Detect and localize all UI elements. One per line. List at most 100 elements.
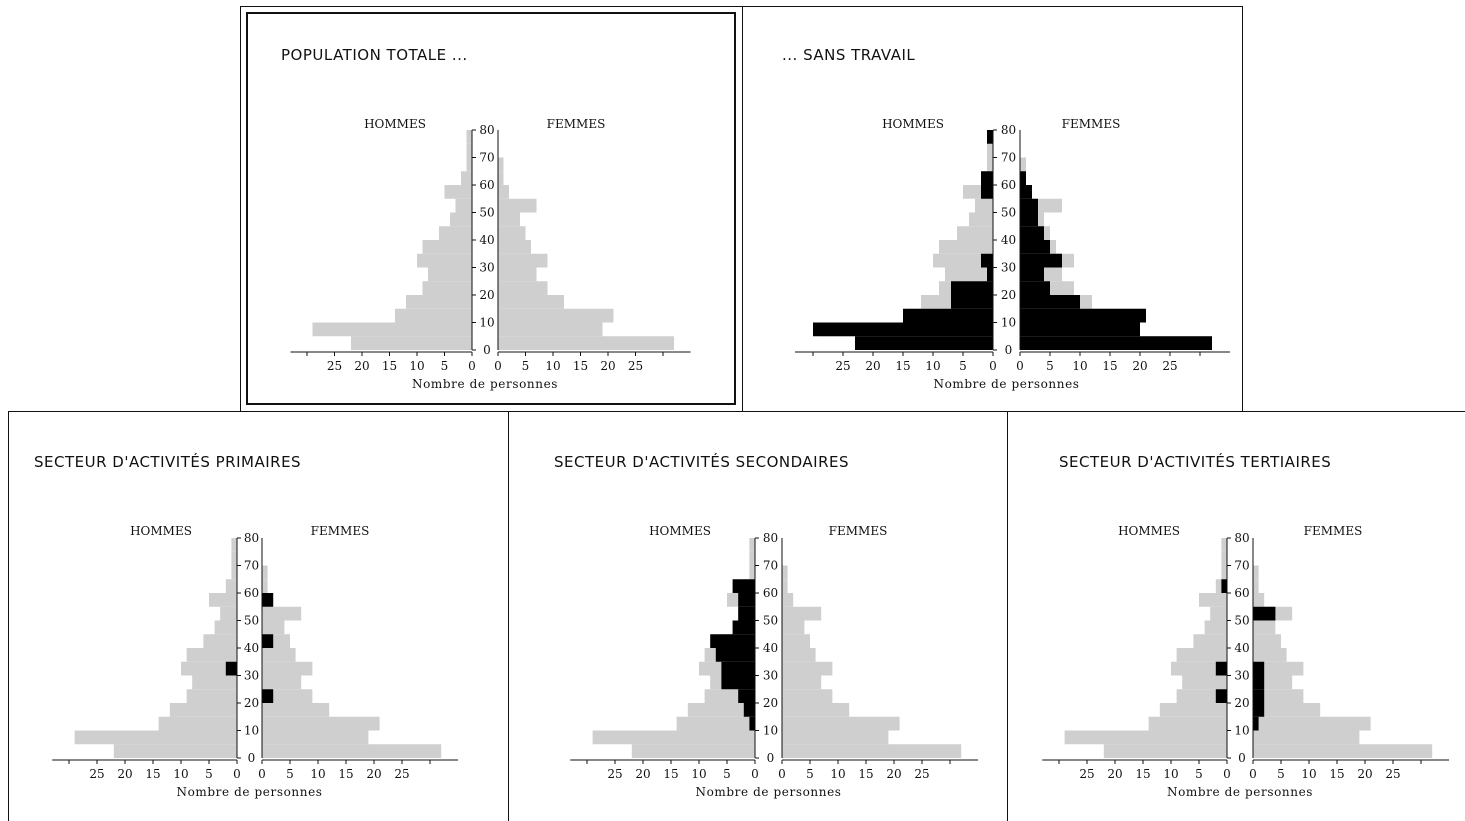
bar-hommes-45-49: [214, 620, 237, 635]
bar-hommes-25-29: [192, 675, 237, 690]
count-tick-label-femmes: 15: [338, 767, 353, 781]
age-tick-label: 0: [767, 751, 775, 765]
panel-sans-travail-title: ... SANS TRAVAIL: [782, 46, 916, 64]
count-tick-label-hommes: 0: [751, 767, 759, 781]
bar-femmes-55-59: [782, 593, 794, 607]
bar-femmes-10-14-subgroup: [1020, 308, 1146, 323]
count-tick-label-femmes: 5: [806, 767, 814, 781]
count-tick-label-femmes: 0: [1016, 359, 1024, 373]
bar-femmes-15-19: [262, 703, 330, 717]
bar-femmes-45-49-subgroup: [1020, 212, 1038, 227]
bar-hommes-10-14: [395, 308, 472, 323]
bar-femmes-40-44: [498, 226, 526, 240]
bar-femmes-55-59: [1253, 593, 1265, 607]
femmes-label: FEMMES: [1304, 524, 1363, 538]
count-tick-label-femmes: 15: [858, 767, 873, 781]
panel-total-title: POPULATION TOTALE ...: [281, 46, 468, 64]
bar-femmes-20-24: [1253, 689, 1304, 703]
bar-femmes-65-69: [1020, 157, 1026, 172]
age-tick-label: 10: [1001, 316, 1016, 330]
count-tick-label-hommes: 0: [989, 359, 997, 373]
x-axis-label: Nombre de personnes: [176, 785, 322, 799]
bar-femmes-35-39: [782, 648, 816, 662]
bar-femmes-15-19: [1253, 703, 1321, 717]
bar-femmes-0-4: [262, 744, 442, 758]
count-tick-label-femmes: 15: [1102, 359, 1117, 373]
count-tick-label-hommes: 25: [607, 767, 622, 781]
bar-hommes-30-34-subgroup: [981, 253, 993, 268]
bar-femmes-40-44: [782, 634, 810, 648]
bar-femmes-60-64: [498, 171, 504, 185]
count-tick-label-femmes: 15: [1329, 767, 1344, 781]
count-tick-label-hommes: 15: [1135, 767, 1150, 781]
bar-femmes-60-64: [262, 579, 268, 593]
bar-hommes-70-74: [231, 551, 237, 566]
count-tick-label-femmes: 20: [1357, 767, 1372, 781]
age-tick-label: 40: [479, 233, 494, 247]
bar-hommes-0-4: [1103, 744, 1227, 758]
count-tick-label-hommes: 15: [663, 767, 678, 781]
bar-hommes-15-19-subgroup: [743, 703, 755, 717]
age-tick-label: 60: [1234, 586, 1249, 600]
bar-hommes-65-69: [1221, 565, 1227, 580]
bar-hommes-55-59: [444, 185, 472, 199]
bar-hommes-5-9-subgroup: [813, 322, 993, 337]
bar-femmes-55-59-subgroup: [262, 593, 274, 607]
age-tick-label: 80: [1234, 531, 1249, 545]
count-tick-label-femmes: 20: [600, 359, 615, 373]
count-tick-label-femmes: 5: [1277, 767, 1285, 781]
count-tick-label-femmes: 10: [1301, 767, 1316, 781]
bar-hommes-50-54: [975, 198, 993, 213]
bar-hommes-0-4: [631, 744, 755, 758]
age-tick-label: 20: [1001, 288, 1016, 302]
bar-hommes-65-69: [987, 157, 993, 172]
count-tick-label-hommes: 10: [1163, 767, 1178, 781]
bar-hommes-55-59-subgroup: [738, 593, 755, 607]
age-tick-label: 50: [1234, 614, 1249, 628]
bar-femmes-50-54: [262, 606, 302, 621]
bar-femmes-50-54: [782, 606, 822, 621]
age-tick-label: 30: [1234, 669, 1249, 683]
bar-hommes-15-19: [1159, 703, 1227, 717]
bar-femmes-25-29: [782, 675, 822, 690]
bar-femmes-60-64-subgroup: [1020, 171, 1026, 185]
bottom-frame-left: [8, 411, 9, 821]
bar-femmes-60-64: [782, 579, 788, 593]
count-tick-label-hommes: 5: [1195, 767, 1203, 781]
bar-hommes-25-29: [1182, 675, 1227, 690]
age-tick-label: 40: [244, 641, 259, 655]
count-tick-label-femmes: 5: [286, 767, 294, 781]
bar-femmes-45-49: [498, 212, 520, 227]
x-axis-label: Nombre de personnes: [933, 377, 1079, 391]
bar-femmes-5-9: [782, 730, 889, 745]
age-tick-label: 80: [763, 531, 778, 545]
bar-hommes-70-74: [987, 143, 993, 158]
bar-femmes-10-14: [782, 716, 900, 731]
bar-femmes-0-4: [1253, 744, 1433, 758]
hommes-label: HOMMES: [1118, 524, 1180, 538]
bar-hommes-35-39: [422, 240, 472, 254]
count-tick-label-hommes: 10: [691, 767, 706, 781]
age-tick-label: 40: [1001, 233, 1016, 247]
bar-femmes-5-9-subgroup: [1020, 322, 1140, 337]
bar-hommes-15-19: [406, 295, 472, 309]
bar-femmes-10-14: [498, 308, 614, 323]
count-tick-label-hommes: 25: [835, 359, 850, 373]
bar-hommes-60-64-subgroup: [732, 579, 755, 593]
bar-femmes-40-44: [1253, 634, 1281, 648]
bar-hommes-25-29-subgroup: [987, 267, 993, 282]
bar-hommes-35-39: [186, 648, 237, 662]
age-tick-label: 70: [244, 559, 259, 573]
bar-hommes-30-34-subgroup: [1215, 661, 1227, 676]
bar-hommes-30-34: [181, 661, 237, 676]
count-tick-label-femmes: 25: [628, 359, 643, 373]
count-tick-label-hommes: 25: [89, 767, 104, 781]
age-tick-label: 80: [244, 531, 259, 545]
bar-femmes-15-19-subgroup: [1253, 703, 1265, 717]
bar-hommes-75-79: [466, 130, 472, 144]
count-tick-label-femmes: 20: [1132, 359, 1147, 373]
bar-hommes-65-69: [749, 565, 755, 580]
count-tick-label-hommes: 10: [173, 767, 188, 781]
